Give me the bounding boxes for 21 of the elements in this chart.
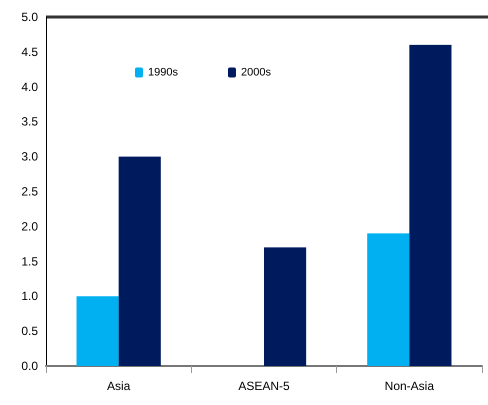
y-tick-label: 0.5: [21, 324, 38, 338]
y-tick-label: 2.5: [21, 184, 38, 198]
bar: [76, 296, 119, 366]
y-tick-label: 3.0: [21, 150, 38, 164]
x-tick-label: Asia: [106, 379, 131, 393]
y-tick-label: 1.0: [21, 289, 38, 304]
y-tick-label: 3.5: [21, 114, 38, 129]
y-tick-label: 0.0: [21, 359, 38, 373]
y-tick-label: 4.0: [21, 80, 38, 94]
legend-label: 1990s: [148, 66, 178, 78]
y-tick-label: 5.0: [21, 10, 38, 24]
bar: [118, 156, 161, 366]
y-tick-label: 2.0: [21, 219, 38, 234]
y-tick-label: 1.5: [21, 254, 38, 268]
y-tick-label: 4.5: [21, 44, 38, 59]
bar: [409, 44, 452, 366]
bar: [367, 233, 410, 366]
legend-label: 2000s: [240, 66, 272, 78]
x-tick-label: Non-Asia: [384, 379, 434, 393]
x-tick-label: ASEAN-5: [238, 379, 290, 393]
bar: [264, 247, 306, 366]
